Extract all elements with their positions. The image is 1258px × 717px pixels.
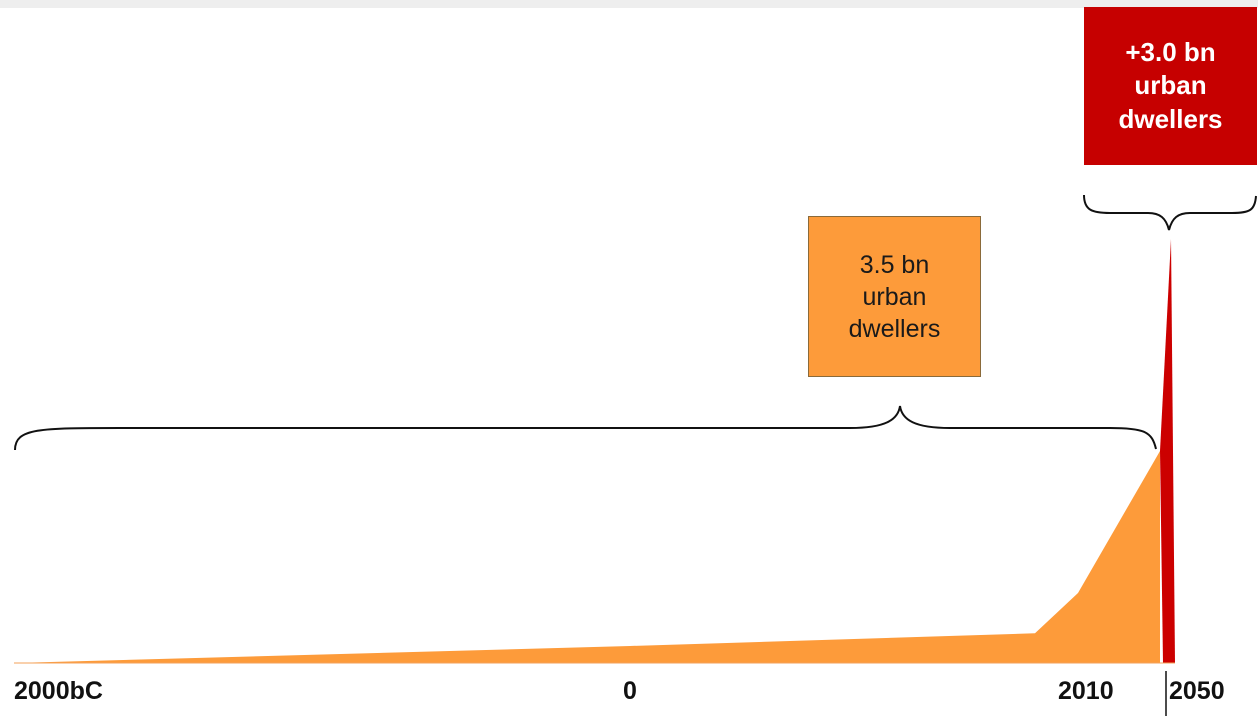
x-tick-label-2000bc: 2000bC bbox=[14, 677, 103, 705]
annotation-red-line-1: +3.0 bn bbox=[1125, 37, 1216, 68]
x-tick-label-2010: 2010 bbox=[1058, 677, 1114, 705]
top-strip bbox=[0, 0, 1258, 8]
area-urban-growth-to-2050 bbox=[1160, 239, 1175, 663]
area-urban-population-to-2010 bbox=[14, 451, 1160, 663]
annotation-orange-line-2: urban bbox=[862, 282, 927, 311]
annotation-box-red: +3.0 bn urban dwellers bbox=[1084, 7, 1257, 165]
x-tick-label-0: 0 bbox=[623, 677, 637, 705]
annotation-box-orange: 3.5 bn urban dwellers bbox=[808, 216, 981, 377]
annotation-red-line-3: dwellers bbox=[1118, 103, 1223, 134]
x-tick-label-2050: 2050 bbox=[1169, 677, 1225, 705]
brace-small bbox=[1083, 194, 1257, 231]
annotation-orange-line-3: dwellers bbox=[848, 314, 941, 343]
annotation-red-line-2: urban bbox=[1134, 70, 1207, 101]
brace-large bbox=[14, 405, 1157, 451]
annotation-orange-line-1: 3.5 bn bbox=[859, 250, 930, 279]
